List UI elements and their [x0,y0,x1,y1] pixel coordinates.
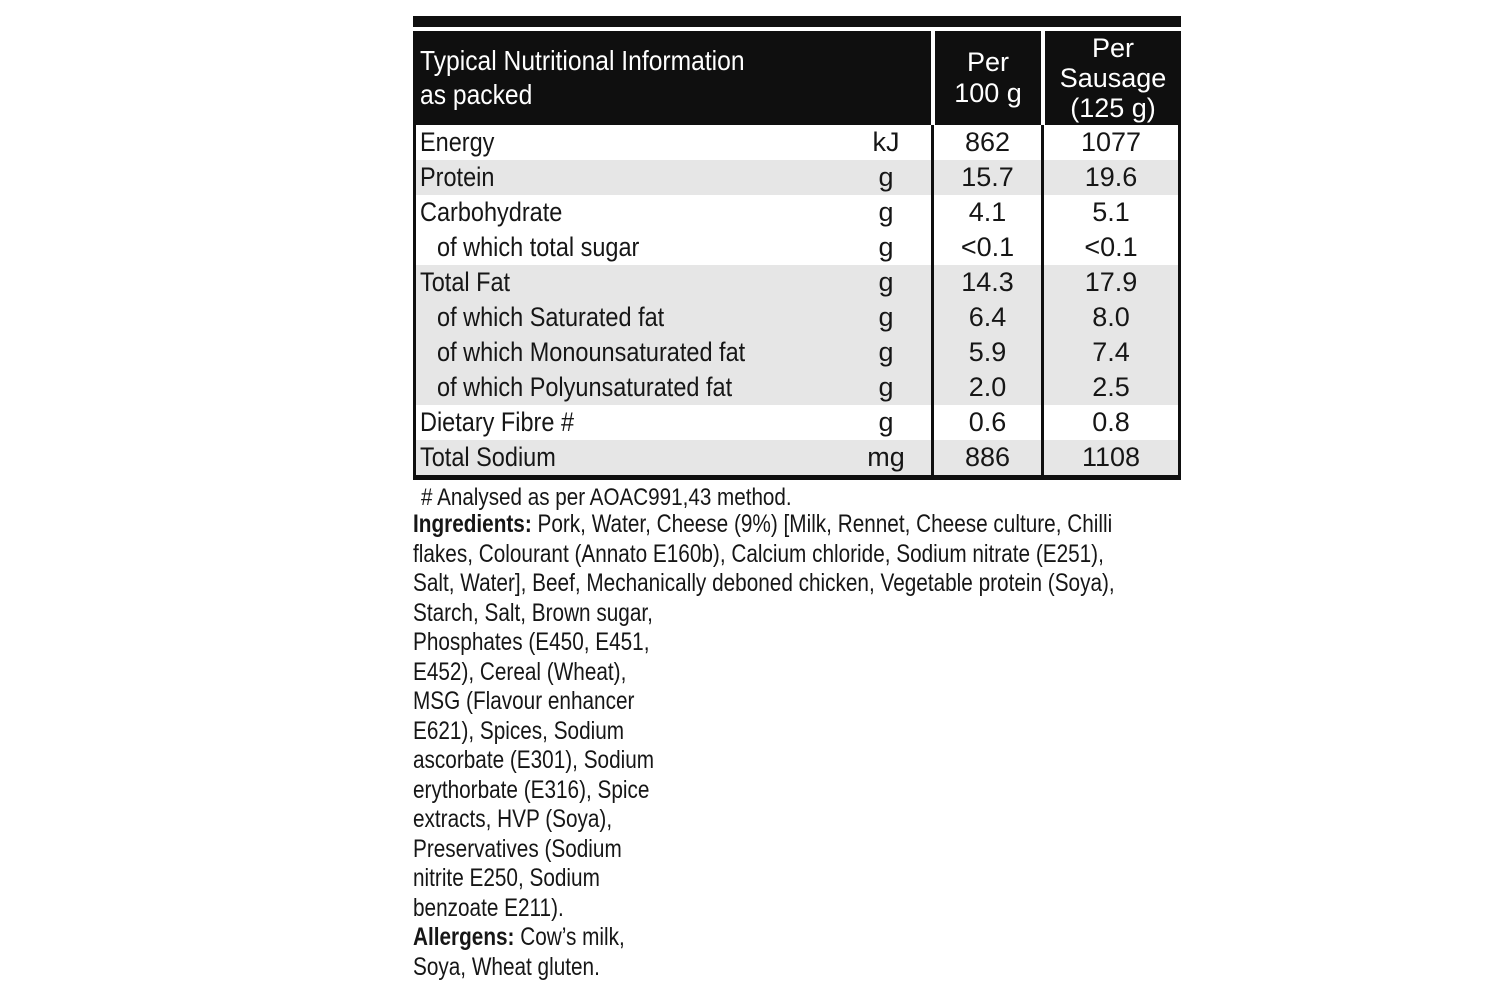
allergens-line: Allergens: Cow’s milk, [413,923,625,951]
allergens-line: Soya, Wheat gluten. [413,952,600,981]
row-value-per-100g: 2.0 [931,370,1041,405]
analysis-footnote: # Analysed as per AOAC991,43 method. [421,484,792,511]
row-unit: g [878,197,894,227]
ingredients-line: benzoate E211). [413,893,564,922]
table-row-carbohydrate: Carbohydrate g 4.1 5.1 [416,195,1178,230]
row-label: Protein [420,162,495,192]
row-label: Dietary Fibre # [420,407,575,437]
table-body: Energy kJ 862 1077 Protein g 15.7 19.6 C… [413,125,1181,480]
ingredients-line: Salt, Water], Beef, Mechanically deboned… [413,569,1115,597]
ingredients-line: MSG (Flavour enhancer [413,687,635,715]
ingredients-line: ascorbate (E301), Sodium [413,746,655,774]
row-value-per-sausage: 2.5 [1041,370,1178,405]
row-unit: mg [867,442,905,472]
ingredients-line: Preservatives (Sodium [413,834,622,863]
row-unit: g [878,267,894,297]
row-value-per-100g: 886 [931,440,1041,475]
row-value-per-sausage: 8.0 [1041,300,1178,335]
ingredients-line: Starch, Salt, Brown sugar, [413,598,653,627]
table-row-dietary-fibre: Dietary Fibre # g 0.6 0.8 [416,405,1178,440]
row-value-per-sausage: 5.1 [1041,195,1178,230]
row-value-per-100g: 4.1 [931,195,1041,230]
row-label: Energy [420,127,495,157]
row-value-per-100g: 862 [931,125,1041,160]
nutrition-table: Typical Nutritional Information as packe… [413,16,1181,480]
row-value-per-100g: 14.3 [931,265,1041,300]
row-unit: g [878,337,894,367]
ingredients-line: Ingredients: Pork, Water, Cheese (9%) [M… [413,510,1113,538]
header-title-line1: Typical Nutritional Information [420,45,745,76]
table-row-polyunsaturated-fat: of which Polyunsaturated fat g 2.0 2.5 [416,370,1178,405]
row-label: of which Monounsaturated fat [437,337,746,367]
row-value-per-sausage: 7.4 [1041,335,1178,370]
ingredients-line: erythorbate (E316), Spice [413,775,650,804]
table-top-border [413,16,1181,27]
row-unit: kJ [872,127,900,157]
allergens-label: Allergens: [413,923,515,951]
row-unit: g [878,407,894,437]
row-value-per-100g: 0.6 [931,405,1041,440]
row-value-per-sausage: 17.9 [1041,265,1178,300]
row-label: of which Polyunsaturated fat [437,372,733,402]
row-value-per-sausage: 1108 [1041,440,1178,475]
table-row-saturated-fat: of which Saturated fat g 6.4 8.0 [416,300,1178,335]
column-header-per-sausage: Per Sausage (125 g) [1041,31,1181,125]
row-label: Carbohydrate [420,197,563,227]
row-value-per-100g: <0.1 [931,230,1041,265]
table-row-protein: Protein g 15.7 19.6 [416,160,1178,195]
row-label: Total Fat [420,267,511,297]
row-unit: g [878,162,894,192]
ingredients-line: nitrite E250, Sodium [413,864,600,892]
ingredients-line: flakes, Colourant (Annato E160b), Calciu… [413,539,1104,568]
ingredients-line: E452), Cereal (Wheat), [413,657,627,686]
row-unit: g [878,232,894,262]
header-title-line2: as packed [420,79,533,110]
ingredients-paragraph: Ingredients: Pork, Water, Cheese (9%) [M… [413,510,1115,982]
ingredients-label: Ingredients: [413,510,532,538]
table-row-total-sodium: Total Sodium mg 886 1108 [416,440,1178,475]
column-header-per-100g: Per 100 g [931,31,1041,125]
row-label: of which total sugar [437,232,640,262]
row-value-per-100g: 15.7 [931,160,1041,195]
table-row-total-sugar: of which total sugar g <0.1 <0.1 [416,230,1178,265]
row-label: Total Sodium [420,442,556,472]
row-value-per-100g: 6.4 [931,300,1041,335]
header-title: Typical Nutritional Information as packe… [413,31,931,125]
ingredients-line: extracts, HVP (Soya), [413,805,613,833]
row-unit: g [878,372,894,402]
table-row-total-fat: Total Fat g 14.3 17.9 [416,265,1178,300]
row-value-per-sausage: 0.8 [1041,405,1178,440]
ingredients-line: E621), Spices, Sodium [413,716,625,745]
table-row-monounsaturated-fat: of which Monounsaturated fat g 5.9 7.4 [416,335,1178,370]
row-value-per-sausage: 19.6 [1041,160,1178,195]
ingredients-line: Phosphates (E450, E451, [413,628,650,656]
row-value-per-sausage: <0.1 [1041,230,1178,265]
table-row-energy: Energy kJ 862 1077 [416,125,1178,160]
row-label: of which Saturated fat [437,302,665,332]
row-value-per-100g: 5.9 [931,335,1041,370]
row-value-per-sausage: 1077 [1041,125,1178,160]
table-header: Typical Nutritional Information as packe… [413,27,1181,125]
row-unit: g [878,302,894,332]
